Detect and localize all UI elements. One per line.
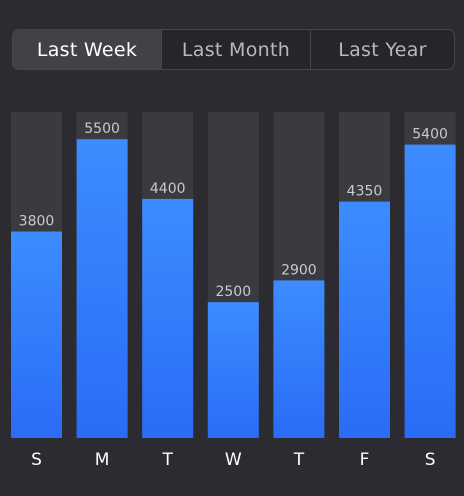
bar-value-label: 5400 [412,127,448,143]
bar-value-label: 2900 [281,262,317,278]
x-tick-label: S [425,450,436,470]
tab-last-month[interactable]: Last Month [161,30,310,69]
bar-value-label: 4350 [347,184,383,200]
x-tick-label: M [95,450,110,470]
bar-value-label: 2500 [215,284,251,300]
x-tick-label: F [360,450,370,470]
bar-value-label: 5500 [84,121,120,137]
bar[interactable] [404,144,456,438]
x-tick-label: W [225,450,242,470]
tab-last-week[interactable]: Last Week [13,30,161,69]
x-tick-label: S [31,450,42,470]
bar[interactable] [142,198,194,438]
tab-last-year[interactable]: Last Year [310,30,454,69]
bar[interactable] [273,280,325,438]
bar[interactable] [76,139,128,438]
x-tick-label: T [293,450,305,470]
time-range-selector: Last Week Last Month Last Year [12,29,455,70]
bar[interactable] [11,231,62,438]
x-tick-label: T [162,450,174,470]
bar-value-label: 4400 [150,181,186,197]
bar-value-label: 3800 [19,214,55,230]
bar[interactable] [207,302,259,438]
bar[interactable] [339,201,390,438]
